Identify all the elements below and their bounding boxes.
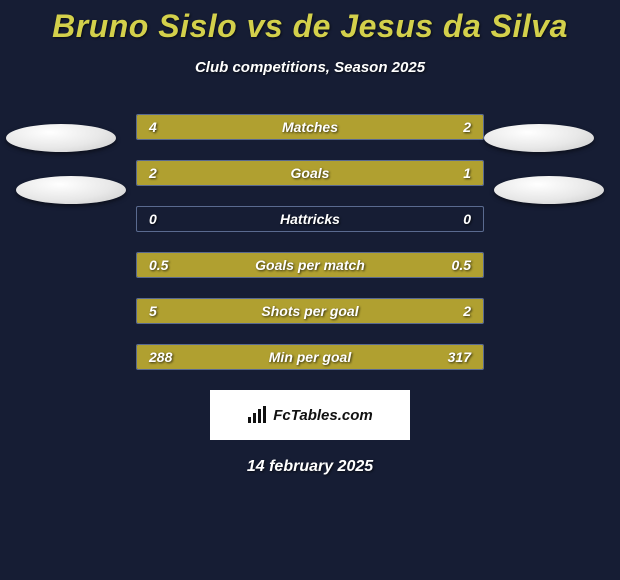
avatar-right xyxy=(494,176,604,204)
subtitle: Club competitions, Season 2025 xyxy=(0,59,620,76)
stat-bar-track: 0 0Hattricks xyxy=(136,206,484,232)
stat-bar-track: 42Matches xyxy=(136,114,484,140)
stat-value-right: 1 xyxy=(463,161,471,185)
avatar-right xyxy=(484,124,594,152)
avatar-left xyxy=(6,124,116,152)
stat-value-right: 2 xyxy=(463,115,471,139)
stat-value-right: 2 xyxy=(463,299,471,323)
date-label: 14 february 2025 xyxy=(0,458,620,476)
stat-row: 288317Min per goal xyxy=(136,344,484,370)
stat-value-left: 0 xyxy=(149,207,157,231)
stat-row: 0 0Hattricks xyxy=(136,206,484,232)
stat-bar-track: 0.50.5Goals per match xyxy=(136,252,484,278)
stat-value-right: 317 xyxy=(448,345,471,369)
comparison-rows: 42Matches21Goals00Hattricks0.50.5Goals p… xyxy=(136,114,484,370)
avatar-left xyxy=(16,176,126,204)
stat-value-left: 288 xyxy=(149,345,172,369)
stat-row: 42Matches xyxy=(136,114,484,140)
stat-bar-track: 52Shots per goal xyxy=(136,298,484,324)
stat-bar-left xyxy=(137,299,384,323)
stat-value-left: 5 xyxy=(149,299,157,323)
page-title: Bruno Sislo vs de Jesus da Silva xyxy=(0,0,620,45)
stat-value-right: 0 xyxy=(463,207,471,231)
stat-value-right: 0.5 xyxy=(452,253,471,277)
stat-value-left: 2 xyxy=(149,161,157,185)
stat-bar-left xyxy=(137,115,367,139)
stat-bar-track: 21Goals xyxy=(136,160,484,186)
source-badge-text: FcTables.com xyxy=(273,407,372,424)
stat-bar-track: 288317Min per goal xyxy=(136,344,484,370)
stat-row: 0.50.5Goals per match xyxy=(136,252,484,278)
bar-chart-icon xyxy=(247,406,267,424)
stat-value-left: 0.5 xyxy=(149,253,168,277)
stat-label: Hattricks xyxy=(137,207,483,231)
stat-row: 21Goals xyxy=(136,160,484,186)
stat-row: 52Shots per goal xyxy=(136,298,484,324)
stat-value-left: 4 xyxy=(149,115,157,139)
source-badge: FcTables.com xyxy=(210,390,410,440)
stat-bar-left xyxy=(137,161,367,185)
